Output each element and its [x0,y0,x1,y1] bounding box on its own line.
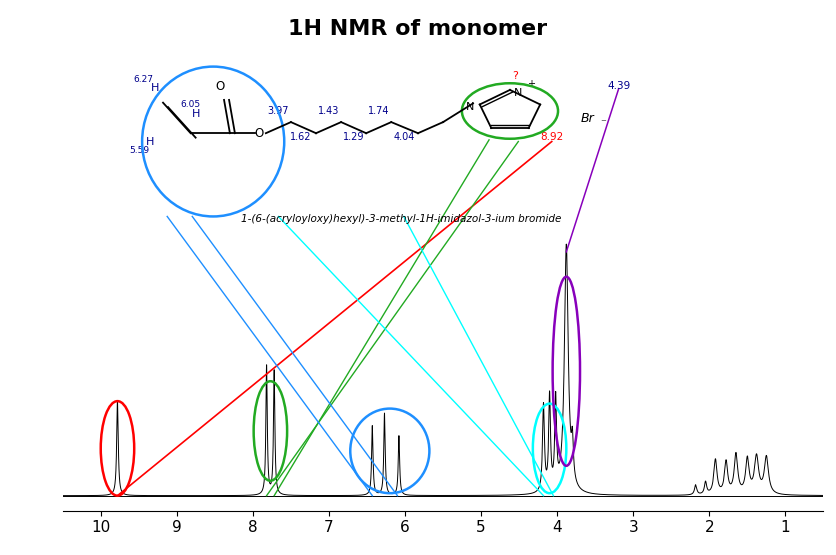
Text: ⁻: ⁻ [600,119,606,129]
Text: 4.39: 4.39 [607,81,630,91]
Text: +: + [527,79,535,89]
Text: 3.97: 3.97 [268,106,289,116]
Text: 1.62: 1.62 [290,132,312,142]
Text: Br: Br [581,112,594,125]
Text: 6.27: 6.27 [134,75,154,84]
Text: O: O [254,127,264,140]
Text: 1.43: 1.43 [318,106,339,116]
Text: H: H [150,83,159,93]
Text: O: O [215,80,225,93]
Text: 8.92: 8.92 [540,132,563,142]
Text: 6.05: 6.05 [181,100,201,109]
Text: 1H NMR of monomer: 1H NMR of monomer [288,19,548,39]
Text: 1-(6-(acryloyloxy)hexyl)-3-methyl-1H-imidazol-3-ium bromide: 1-(6-(acryloyloxy)hexyl)-3-methyl-1H-imi… [241,214,562,224]
Text: 5.59: 5.59 [130,147,150,155]
Text: 1.74: 1.74 [368,106,390,116]
Text: N: N [514,88,522,98]
Text: 4.04: 4.04 [393,132,415,142]
Text: ?: ? [512,71,518,81]
Text: N: N [466,102,474,112]
Text: H: H [146,137,155,147]
Text: 1.29: 1.29 [343,132,364,142]
Text: H: H [192,109,201,119]
